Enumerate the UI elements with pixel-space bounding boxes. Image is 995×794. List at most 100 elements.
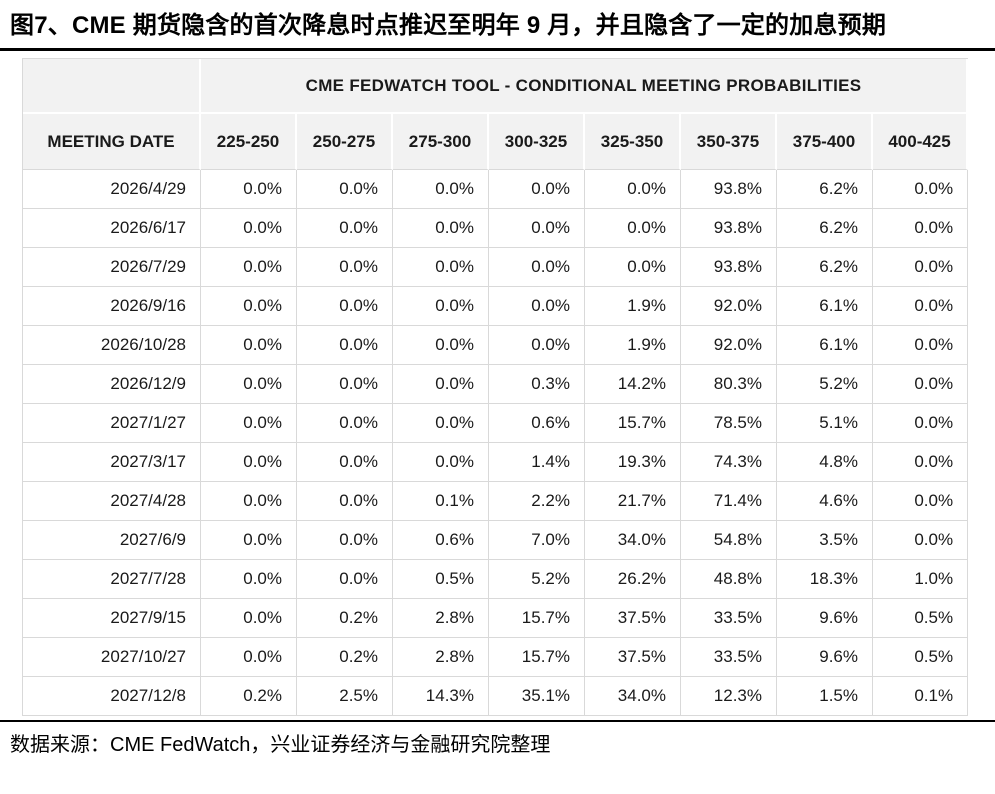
meeting-date-cell: 2026/9/16 (23, 287, 201, 326)
column-header-row: MEETING DATE 225-250 250-275 275-300 300-325… (23, 114, 969, 170)
probability-cell: 92.0% (681, 326, 777, 365)
probability-cell: 0.0% (201, 521, 297, 560)
probability-cell: 0.6% (393, 521, 489, 560)
probability-cell: 0.0% (201, 287, 297, 326)
probability-cell: 0.0% (393, 170, 489, 209)
rate-range-column-header: 300-325 (489, 114, 585, 170)
probability-cell: 93.8% (681, 248, 777, 287)
probability-cell: 0.2% (201, 677, 297, 716)
probability-cell: 0.0% (297, 521, 393, 560)
probability-cell: 0.1% (393, 482, 489, 521)
probability-cell: 0.0% (201, 482, 297, 521)
probability-cell: 0.5% (393, 560, 489, 599)
meeting-date-cell: 2027/3/17 (23, 443, 201, 482)
table-row: 2027/4/28 0.0% 0.0% 0.1% 2.2% 21.7% 71.4% 4.6% 0… (23, 482, 969, 521)
probability-cell: 0.0% (297, 365, 393, 404)
probability-cell: 4.8% (777, 443, 873, 482)
probability-cell: 0.0% (393, 404, 489, 443)
rate-range-column-header: 350-375 (681, 114, 777, 170)
probability-cell: 6.2% (777, 209, 873, 248)
probability-cell: 0.0% (297, 248, 393, 287)
table-row: 2026/7/29 0.0% 0.0% 0.0% 0.0% 0.0% 93.8% 6.2% 0.… (23, 248, 969, 287)
probability-cell: 0.5% (873, 599, 969, 638)
table-row: 2027/3/17 0.0% 0.0% 0.0% 1.4% 19.3% 74.3% 4.8% 0… (23, 443, 969, 482)
probability-cell: 0.5% (873, 638, 969, 677)
probability-cell: 1.5% (777, 677, 873, 716)
meeting-date-cell: 2027/12/8 (23, 677, 201, 716)
rate-range-column-header: 250-275 (297, 114, 393, 170)
probability-cell: 6.1% (777, 326, 873, 365)
probability-cell: 0.0% (393, 365, 489, 404)
fedwatch-table-wrap: CME FEDWATCH TOOL - CONDITIONAL MEETING … (22, 58, 969, 716)
probability-cell: 26.2% (585, 560, 681, 599)
probability-cell: 80.3% (681, 365, 777, 404)
probability-cell: 15.7% (489, 638, 585, 677)
table-row: 2026/4/29 0.0% 0.0% 0.0% 0.0% 0.0% 93.8% 6.2% 0.… (23, 170, 969, 209)
probability-cell: 7.0% (489, 521, 585, 560)
meeting-date-cell: 2027/10/27 (23, 638, 201, 677)
rate-range-column-header: 225-250 (201, 114, 297, 170)
table-row: 2026/6/17 0.0% 0.0% 0.0% 0.0% 0.0% 93.8% 6.2% 0.… (23, 209, 969, 248)
probability-cell: 37.5% (585, 638, 681, 677)
footer-divider (0, 720, 995, 722)
probability-cell: 18.3% (777, 560, 873, 599)
probability-cell: 4.6% (777, 482, 873, 521)
probability-cell: 14.3% (393, 677, 489, 716)
probability-cell: 37.5% (585, 599, 681, 638)
probability-cell: 0.0% (297, 170, 393, 209)
meeting-date-cell: 2027/6/9 (23, 521, 201, 560)
table-row: 2027/6/9 0.0% 0.0% 0.6% 7.0% 34.0% 54.8% 3.5% 0.… (23, 521, 969, 560)
probability-cell: 93.8% (681, 170, 777, 209)
probability-cell: 35.1% (489, 677, 585, 716)
probability-cell: 0.0% (297, 560, 393, 599)
probability-cell: 0.0% (393, 443, 489, 482)
probability-cell: 1.9% (585, 326, 681, 365)
rate-range-column-header: 375-400 (777, 114, 873, 170)
probability-cell: 0.0% (201, 443, 297, 482)
table-spanner-title: CME FEDWATCH TOOL - CONDITIONAL MEETING … (201, 59, 969, 114)
probability-cell: 15.7% (489, 599, 585, 638)
probability-cell: 0.2% (297, 599, 393, 638)
meeting-date-cell: 2026/4/29 (23, 170, 201, 209)
probability-cell: 2.8% (393, 638, 489, 677)
probability-cell: 0.0% (873, 170, 969, 209)
probability-cell: 92.0% (681, 287, 777, 326)
probability-cell: 0.0% (873, 365, 969, 404)
title-divider (0, 48, 995, 51)
meeting-date-cell: 2027/7/28 (23, 560, 201, 599)
probability-cell: 12.3% (681, 677, 777, 716)
meeting-date-cell: 2027/9/15 (23, 599, 201, 638)
probability-cell: 34.0% (585, 677, 681, 716)
probability-cell: 0.0% (873, 404, 969, 443)
probability-cell: 0.1% (873, 677, 969, 716)
probability-cell: 0.0% (873, 209, 969, 248)
probability-cell: 0.0% (489, 287, 585, 326)
spanner-header-row: CME FEDWATCH TOOL - CONDITIONAL MEETING … (23, 59, 969, 114)
table-row: 2027/1/27 0.0% 0.0% 0.0% 0.6% 15.7% 78.5% 5.1% 0… (23, 404, 969, 443)
probability-cell: 0.0% (297, 209, 393, 248)
probability-cell: 0.0% (201, 365, 297, 404)
probability-cell: 0.0% (201, 638, 297, 677)
probability-cell: 71.4% (681, 482, 777, 521)
probability-cell: 1.0% (873, 560, 969, 599)
probability-cell: 0.0% (489, 170, 585, 209)
probability-cell: 0.0% (393, 326, 489, 365)
table-row: 2026/9/16 0.0% 0.0% 0.0% 0.0% 1.9% 92.0% 6.1% 0.… (23, 287, 969, 326)
probability-cell: 5.2% (777, 365, 873, 404)
meeting-date-cell: 2026/12/9 (23, 365, 201, 404)
probability-cell: 0.0% (393, 209, 489, 248)
probability-cell: 74.3% (681, 443, 777, 482)
probability-cell: 33.5% (681, 638, 777, 677)
table-row: 2026/10/28 0.0% 0.0% 0.0% 0.0% 1.9% 92.0% 6.1% 0… (23, 326, 969, 365)
table-row: 2027/12/8 0.2% 2.5% 14.3% 35.1% 34.0% 12.3% 1.5… (23, 677, 969, 716)
probability-cell: 0.6% (489, 404, 585, 443)
probability-cell: 0.0% (393, 287, 489, 326)
probability-cell: 2.8% (393, 599, 489, 638)
probability-cell: 0.0% (873, 287, 969, 326)
meeting-date-cell: 2026/10/28 (23, 326, 201, 365)
probability-cell: 0.0% (297, 326, 393, 365)
probability-cell: 0.0% (489, 326, 585, 365)
probability-cell: 6.1% (777, 287, 873, 326)
probability-cell: 0.3% (489, 365, 585, 404)
probability-cell: 33.5% (681, 599, 777, 638)
